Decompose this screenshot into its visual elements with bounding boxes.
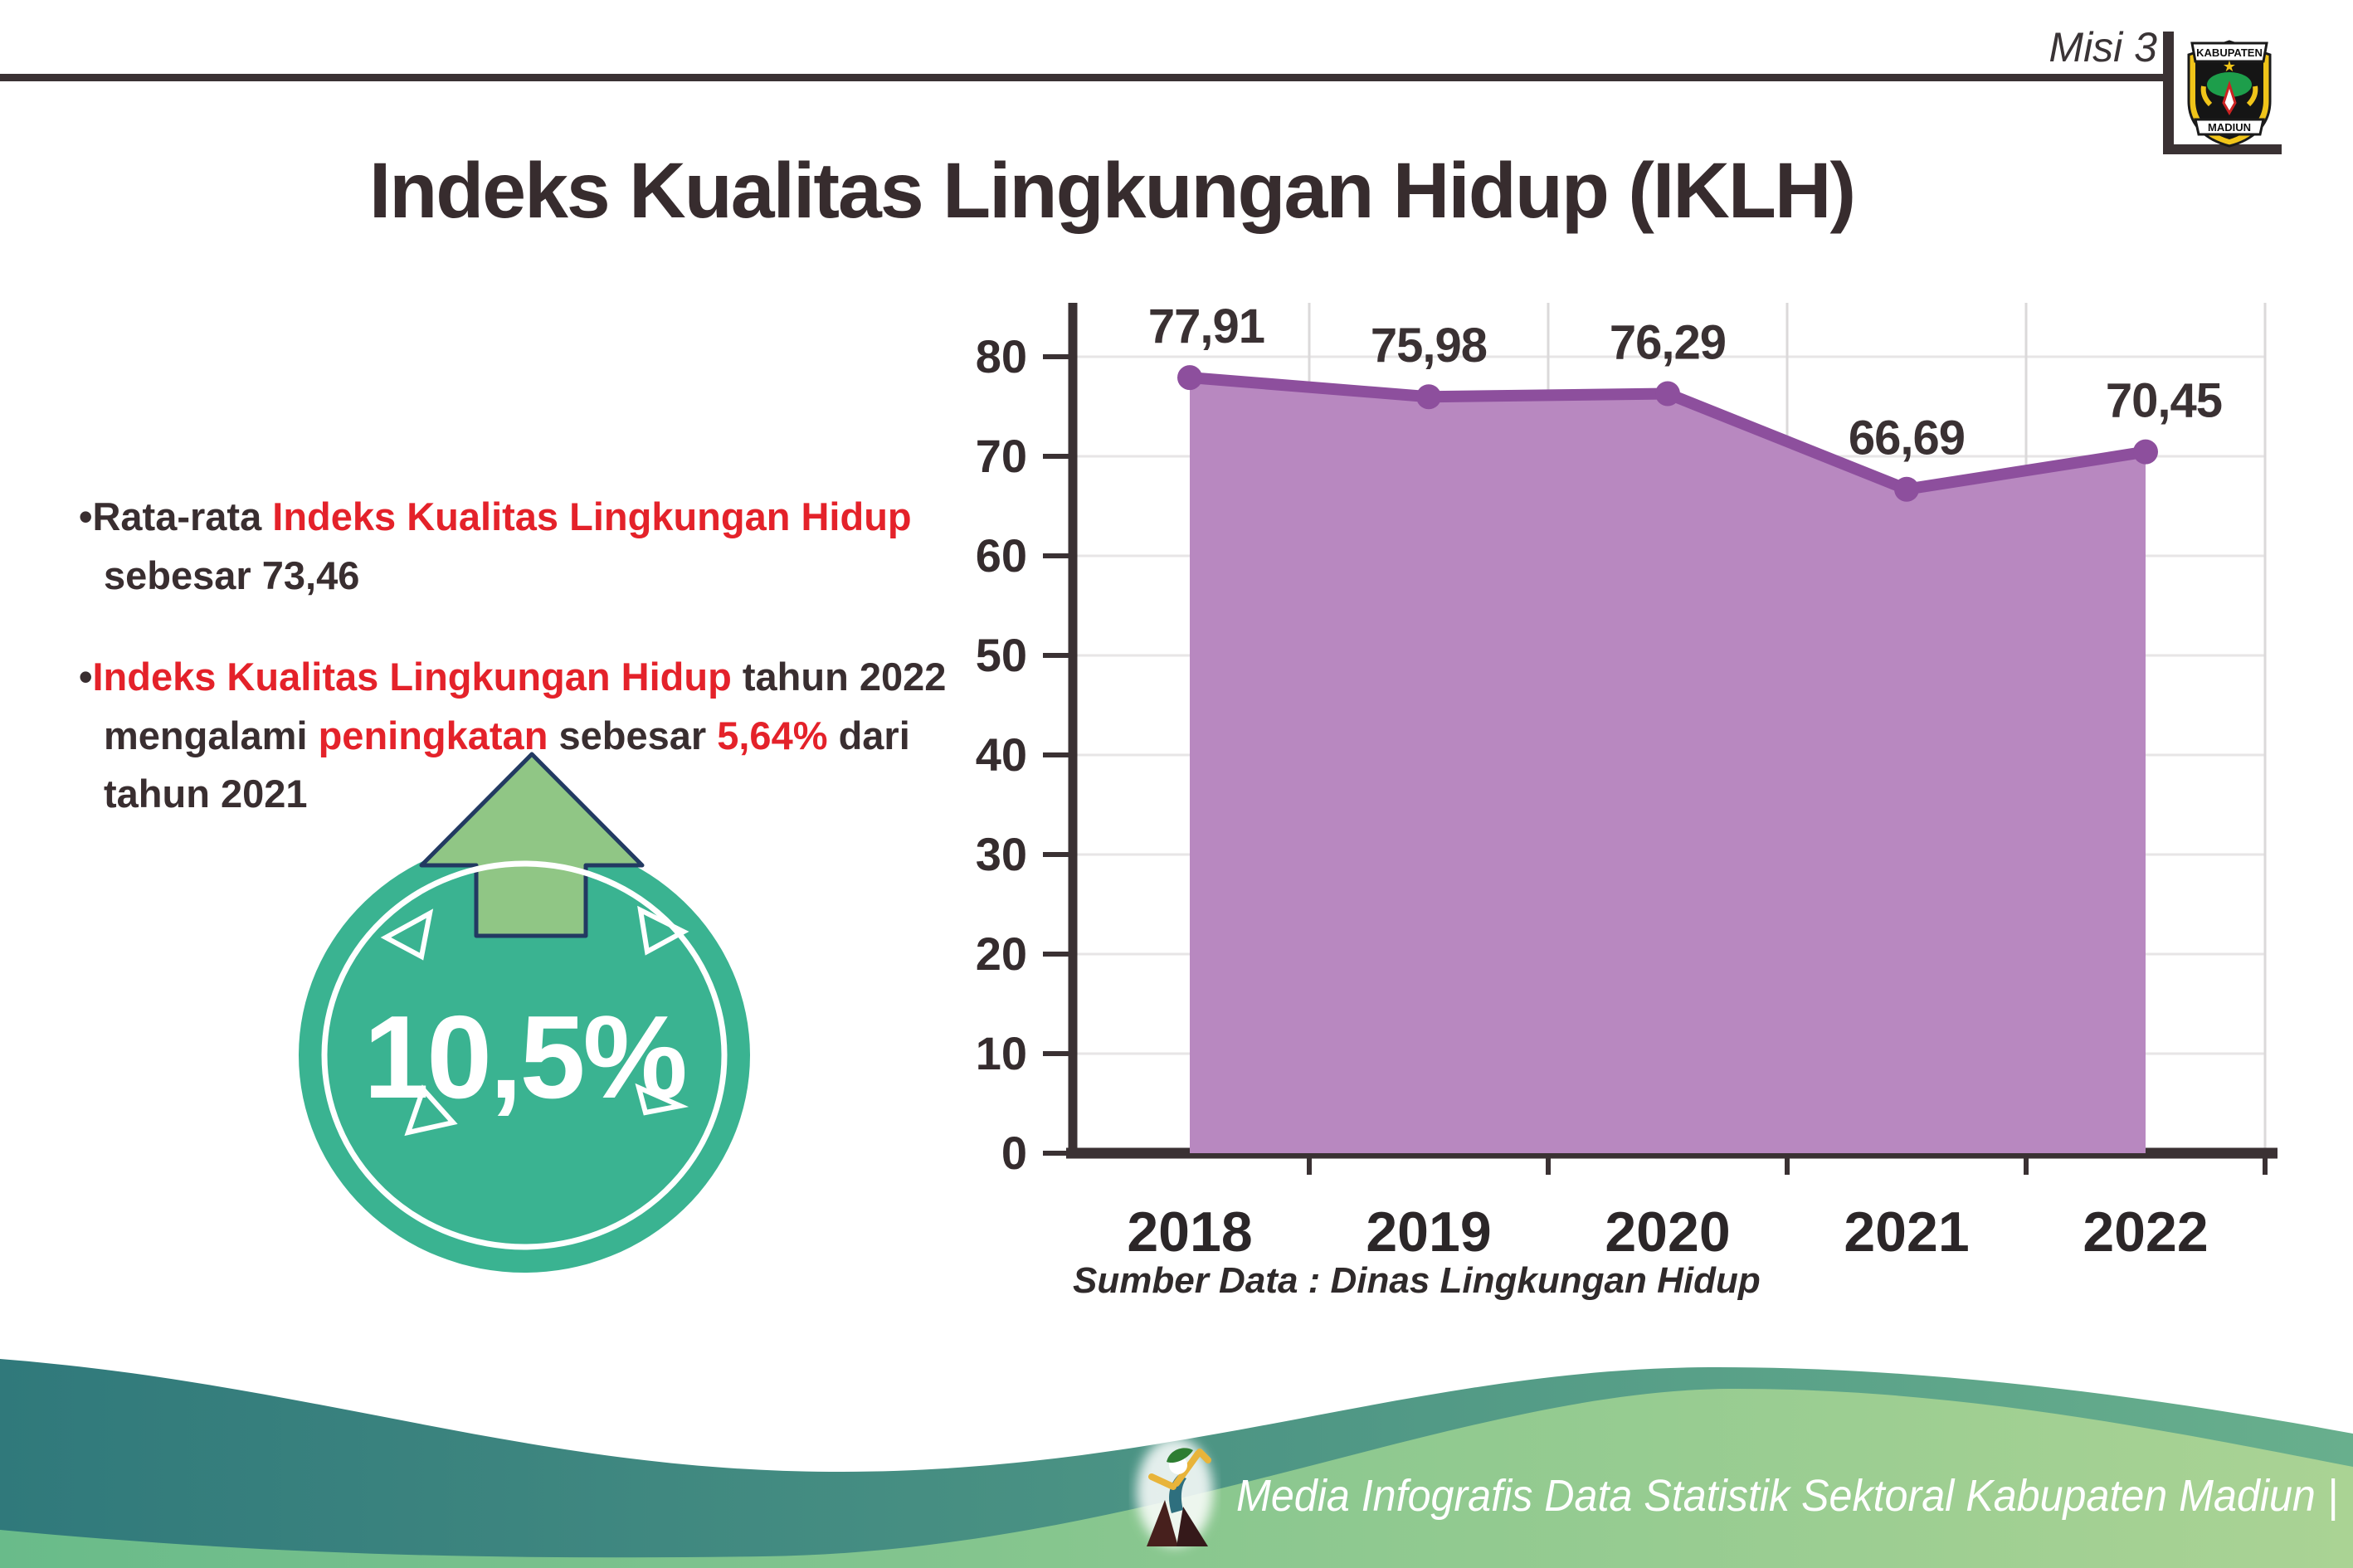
bullet2-text3: dari tahun 2021 xyxy=(104,713,910,816)
y-tick-label: 40 xyxy=(976,728,1027,781)
bullet1-value: sebesar 73,46 xyxy=(104,553,360,597)
spark-triangle-se xyxy=(635,1083,689,1116)
footer-caption: Media Infografis Data Statistik Sektoral… xyxy=(1236,1471,2338,1521)
y-tick-label: 70 xyxy=(976,430,1027,482)
y-tick-label: 50 xyxy=(976,629,1027,681)
y-tick-label: 60 xyxy=(976,529,1027,582)
bullet1-highlight: Indeks Kualitas Lingkungan Hidup xyxy=(272,494,912,538)
y-tick-label: 0 xyxy=(1001,1127,1027,1179)
svg-text:KABUPATEN: KABUPATEN xyxy=(2196,46,2263,59)
y-tick-label: 30 xyxy=(976,828,1027,880)
y-tick-label: 10 xyxy=(976,1027,1027,1079)
data-point xyxy=(2133,439,2158,465)
area-fill xyxy=(1190,377,2146,1153)
badge-inner-ring xyxy=(321,860,728,1250)
chart-value-labels: 2018 2019 2020 2021 2022 77,91 75,98 76,29 66,69… xyxy=(1127,299,2223,1264)
logo-star-icon: ★ xyxy=(2223,58,2236,75)
data-label: 70,45 xyxy=(2106,374,2222,428)
logo-frame-vertical xyxy=(2163,32,2174,154)
svg-text:MADIUN: MADIUN xyxy=(2208,121,2251,134)
statistics-mascot-icon xyxy=(1137,1437,1213,1546)
x-tick-label: 2019 xyxy=(1366,1200,1491,1264)
logo-wings-icon xyxy=(2200,85,2258,107)
summary-bullets: •Rata-rata Indeks Kualitas Lingkungan Hi… xyxy=(79,488,1008,867)
bullet2-highlight2: peningkatan xyxy=(318,713,548,757)
iklh-area-chart: 0 10 20 30 40 50 60 70 80 2018 2019 2020 2021 2022 77… xyxy=(976,299,2277,1301)
data-label: 77,91 xyxy=(1148,299,1264,353)
x-tick-label: 2020 xyxy=(1605,1200,1730,1264)
bullet1-text: Rata-rata xyxy=(92,494,273,538)
bullet-increase-iklh: •Indeks Kualitas Lingkungan Hidup tahun … xyxy=(79,655,947,816)
spark-triangle-sw xyxy=(404,1084,458,1137)
chart-area-series xyxy=(1177,365,2158,1153)
y-tick-label: 20 xyxy=(976,928,1027,980)
logo-frame-horizontal xyxy=(2163,144,2282,154)
data-label: 66,69 xyxy=(1849,411,1965,465)
data-label: 76,29 xyxy=(1610,316,1726,370)
spark-triangle-nw xyxy=(380,908,434,961)
bullet-average-iklh: •Rata-rata Indeks Kualitas Lingkungan Hi… xyxy=(79,494,912,597)
page-title: Indeks Kualitas Lingkungan Hidup (IKLH) xyxy=(368,146,1856,235)
chart-source: Sumber Data : Dinas Lingkungan Hidup xyxy=(1073,1260,1761,1301)
logo-shield-icon xyxy=(2222,80,2237,115)
data-point xyxy=(1894,476,1919,502)
increase-badge: 10,5% xyxy=(299,752,750,1273)
header-rule xyxy=(0,74,2164,81)
footer-waves xyxy=(0,1359,2353,1568)
kabupaten-madiun-logo-icon: KABUPATEN ★ MADIUN xyxy=(2187,40,2272,148)
bullet2-highlight1: Indeks Kualitas Lingkungan Hidup xyxy=(92,655,732,699)
misi-label: Misi 3 xyxy=(2049,24,2157,71)
up-arrow-icon xyxy=(419,752,645,938)
bullet2-percent: 5,64% xyxy=(717,713,828,757)
data-point xyxy=(1416,384,1441,410)
data-point xyxy=(1177,365,1202,391)
y-tick-label: 80 xyxy=(976,330,1027,382)
x-tick-label: 2018 xyxy=(1127,1200,1252,1264)
data-point xyxy=(1655,381,1680,407)
data-label: 75,98 xyxy=(1371,319,1487,373)
x-tick-label: 2021 xyxy=(1844,1200,1969,1264)
bullet2-text2: sebesar xyxy=(548,713,718,757)
wave-green xyxy=(0,1388,2353,1568)
badge-circle xyxy=(299,838,750,1273)
spark-triangle-ne xyxy=(637,905,689,956)
badge-value: 10,5% xyxy=(363,991,685,1123)
x-tick-label: 2022 xyxy=(2083,1200,2208,1264)
bullet2-text1: tahun 2022 mengalami xyxy=(104,655,947,757)
